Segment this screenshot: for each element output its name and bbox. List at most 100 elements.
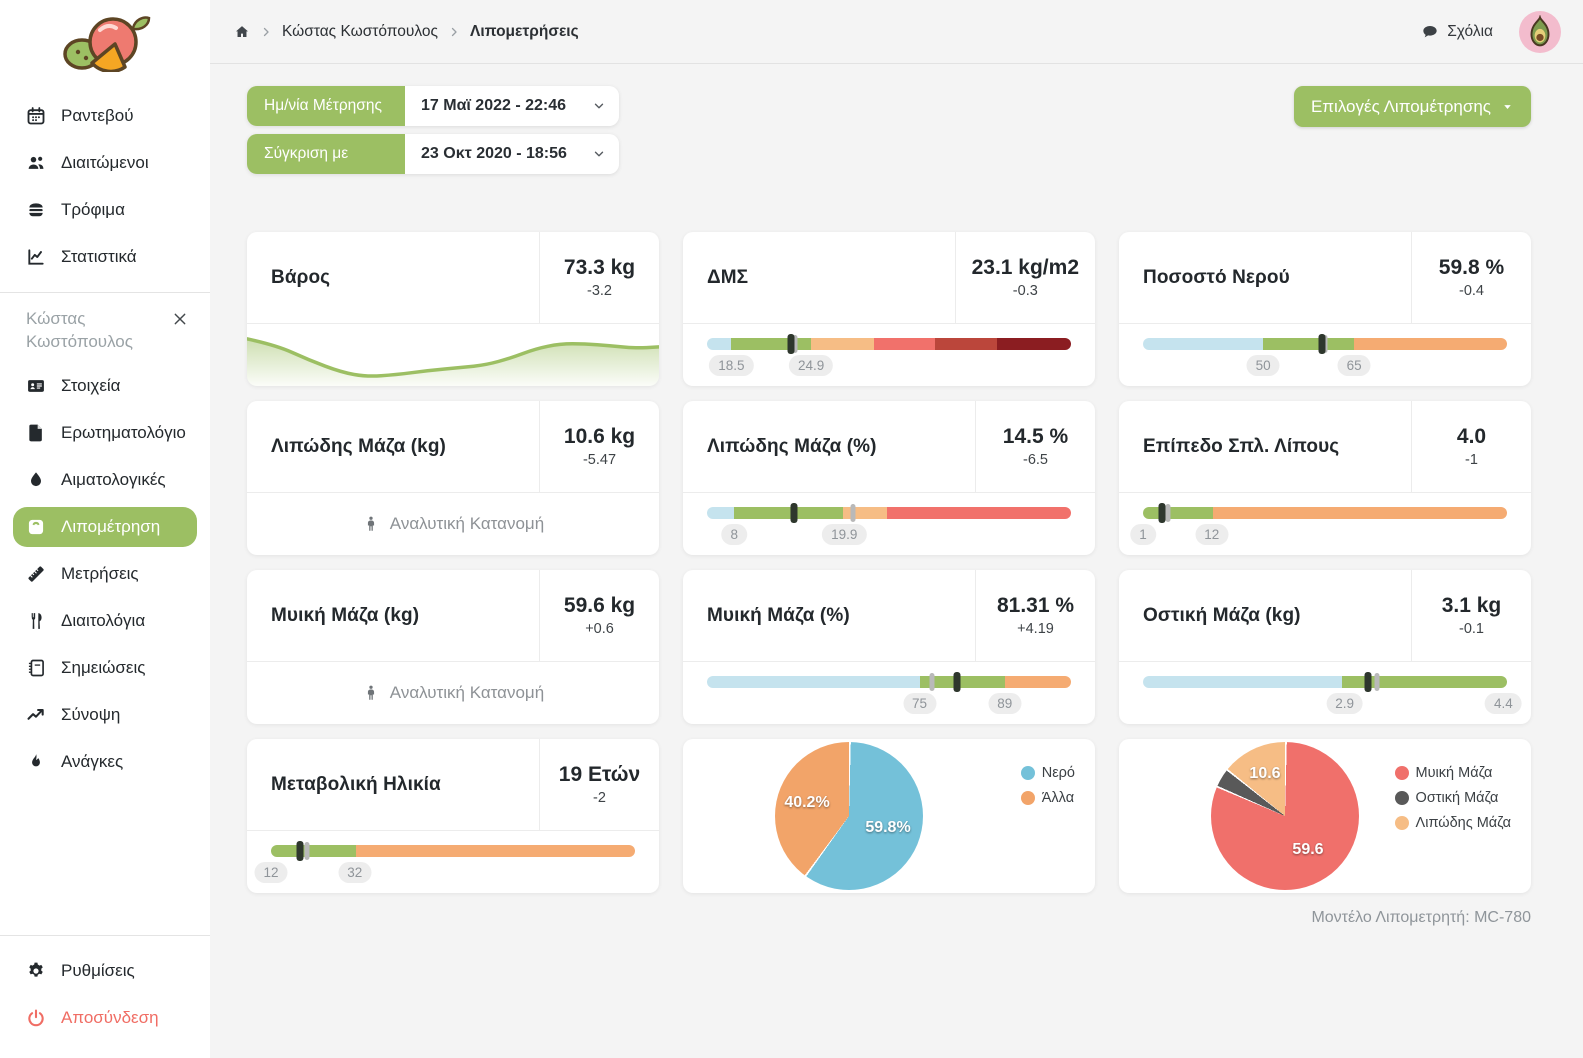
range-bar: [707, 338, 1071, 350]
comparison-date-label: Σύγκριση με: [247, 134, 405, 174]
card-muscle-mass-kg: Μυική Μάζα (kg) 59.6 kg +0.6 Αναλυτική Κατα…: [247, 570, 659, 724]
notes-icon: [26, 658, 46, 678]
card-water-pie: 59.8% 40.2% Νερό Άλλα: [683, 739, 1095, 893]
card-weight: Βάρος 73.3 kg -3.2: [247, 232, 659, 386]
range-boundary-label: 89: [988, 693, 1022, 714]
trend-icon: [26, 705, 46, 725]
sidebar-item-dieters[interactable]: Διαιτώμενοι: [13, 143, 197, 183]
legend-item: Άλλα: [1020, 790, 1075, 806]
patient-name: Κώστας Κωστόπουλος: [26, 309, 133, 351]
sidebar-item-label: Ανάγκες: [61, 751, 124, 771]
sidebar-item-blood-tests[interactable]: Αιματολογικές: [13, 460, 197, 500]
sidebar-item-logout[interactable]: Αποσύνδεση: [13, 998, 197, 1038]
legend-dot-icon: [1394, 791, 1409, 805]
current-value-marker: [787, 334, 795, 354]
breadcrumb: Κώστας Κωστόπουλος Λιπομετρήσεις: [234, 23, 579, 41]
range-boundary-label: 32: [338, 862, 372, 883]
card-value: 14.5 %: [1002, 425, 1069, 448]
cards-grid: Βάρος 73.3 kg -3.2 ΔΜΣ 23.1 kg/m2 -0.3 18.5 24.…: [247, 232, 1583, 893]
legend-item: Μυική Μάζα: [1394, 765, 1511, 781]
pie-slice-label: 40.2%: [784, 794, 830, 811]
chevron-down-icon: [592, 99, 606, 113]
topbar: Κώστας Κωστόπουλος Λιπομετρήσεις Σχόλια: [210, 0, 1583, 64]
sidebar-footer-nav: Ρυθμίσεις Αποσύνδεση: [0, 951, 210, 1038]
pie-slice-label: 59.6: [1292, 841, 1324, 858]
app-logo-icon[interactable]: [0, 12, 210, 72]
gear-icon: [26, 961, 46, 981]
pie-legend: Νερό Άλλα: [1020, 739, 1075, 806]
previous-value-marker: [929, 673, 935, 691]
sidebar-divider-bottom: [0, 935, 210, 936]
close-icon[interactable]: [172, 311, 188, 327]
comments-button[interactable]: Σχόλια: [1422, 23, 1493, 41]
sidebar-item-label: Αιματολογικές: [61, 469, 166, 489]
detailed-distribution-label: Αναλυτική Κατανομή: [389, 683, 545, 702]
sidebar-item-notes[interactable]: Σημειώσεις: [13, 648, 197, 688]
range-boundary-label: 8: [721, 524, 748, 545]
body-fat-options-label: Επιλογές Λιπομέτρησης: [1310, 96, 1491, 116]
main-area: Κώστας Κωστόπουλος Λιπομετρήσεις Σχόλια: [210, 0, 1583, 1058]
measurement-date-filter: Ημ/νία Μέτρησης 17 Μαϊ 2022 - 22:46: [247, 86, 619, 126]
burger-icon: [26, 200, 46, 220]
previous-value-marker: [850, 504, 856, 522]
sidebar-item-body-fat[interactable]: Λιπομέτρηση: [13, 506, 197, 547]
range-boundary-label: 18.5: [709, 355, 754, 376]
device-model-label: Μοντέλο Λιπομετρητή: MC-780: [1311, 909, 1531, 926]
sidebar-item-settings[interactable]: Ρυθμίσεις: [13, 951, 197, 991]
measurement-date-select[interactable]: 17 Μαϊ 2022 - 22:46: [405, 86, 619, 126]
comparison-date-select[interactable]: 23 Οκτ 2020 - 18:56: [405, 134, 619, 174]
breadcrumb-current: Λιπομετρήσεις: [469, 22, 579, 40]
detailed-distribution-link[interactable]: Αναλυτική Κατανομή: [362, 514, 544, 534]
home-icon[interactable]: [234, 24, 250, 40]
previous-value-marker: [1374, 673, 1380, 691]
current-value-marker: [790, 503, 798, 523]
sidebar-item-label: Διαιτολόγια: [61, 610, 146, 630]
sidebar-item-measurements[interactable]: Μετρήσεις: [13, 554, 197, 594]
sidebar-item-foods[interactable]: Τρόφιμα: [13, 190, 197, 230]
card-title: Λιπώδης Μάζα (%): [707, 435, 877, 457]
sidebar-item-label: Ραντεβού: [61, 106, 134, 125]
sidebar-item-needs[interactable]: Ανάγκες: [13, 742, 197, 782]
range-boundary-label: 12: [254, 862, 288, 883]
card-water-pct: Ποσοστό Νερού 59.8 % -0.4 50 65: [1119, 232, 1531, 386]
breadcrumb-patient-link[interactable]: Κώστας Κωστόπουλος: [282, 22, 438, 40]
range-boundary-label: 1: [1130, 524, 1156, 545]
composition-pie-chart: 59.6 10.6: [1211, 742, 1359, 890]
ruler-icon: [26, 564, 46, 584]
sidebar-item-diet-plans[interactable]: Διαιτολόγια: [13, 601, 197, 641]
previous-value-marker: [1165, 504, 1171, 522]
card-value: 59.6 kg: [563, 594, 636, 617]
card-delta: -0.3: [1012, 283, 1038, 299]
legend-dot-icon: [1020, 791, 1035, 805]
sidebar-main-nav: Ραντεβού Διαιτώμενοι Τρόφιμα Στατιστικά: [0, 96, 210, 277]
chevron-down-icon: [592, 147, 606, 161]
range-bar: [271, 845, 635, 857]
sidebar-item-questionnaire[interactable]: Ερωτηματολόγιο: [13, 413, 197, 453]
detailed-distribution-link[interactable]: Αναλυτική Κατανομή: [362, 683, 544, 703]
legend-item: Νερό: [1020, 765, 1075, 781]
card-title: Λιπώδης Μάζα (kg): [271, 435, 446, 457]
pie-slice-label: 59.8%: [865, 819, 911, 836]
pie-legend: Μυική Μάζα Οστική Μάζα Λιπώδης Μάζα: [1394, 739, 1511, 831]
sidebar-divider: [0, 292, 210, 293]
avatar[interactable]: [1519, 10, 1561, 53]
sidebar-item-summary[interactable]: Σύνοψη: [13, 695, 197, 735]
comparison-date-value: 23 Οκτ 2020 - 18:56: [421, 145, 567, 162]
body-fat-options-button[interactable]: Επιλογές Λιπομέτρησης: [1293, 86, 1531, 127]
sidebar-item-appointments[interactable]: Ραντεβού: [13, 96, 197, 136]
comment-icon: [1423, 25, 1437, 37]
sidebar-item-statistics[interactable]: Στατιστικά: [13, 237, 197, 277]
sidebar-item-details[interactable]: Στοιχεία: [13, 366, 197, 406]
filters-row: Ημ/νία Μέτρησης 17 Μαϊ 2022 - 22:46 Σύγκ…: [247, 86, 1531, 182]
comments-label: Σχόλια: [1447, 22, 1493, 40]
calendar-icon: [26, 106, 46, 126]
sidebar-item-label: Τρόφιμα: [61, 200, 125, 219]
sidebar-item-label: Σύνοψη: [61, 704, 121, 724]
file-icon: [26, 423, 46, 443]
range-bar: [707, 676, 1071, 688]
comparison-date-filter: Σύγκριση με 23 Οκτ 2020 - 18:56: [247, 134, 619, 174]
droplet-icon: [26, 470, 46, 490]
legend-dot-icon: [1394, 816, 1409, 830]
card-composition-pie: 59.6 10.6 Μυική Μάζα Οστική Μάζα Λιπώδης Μάζ…: [1119, 739, 1531, 893]
chevron-right-icon: [448, 26, 460, 38]
